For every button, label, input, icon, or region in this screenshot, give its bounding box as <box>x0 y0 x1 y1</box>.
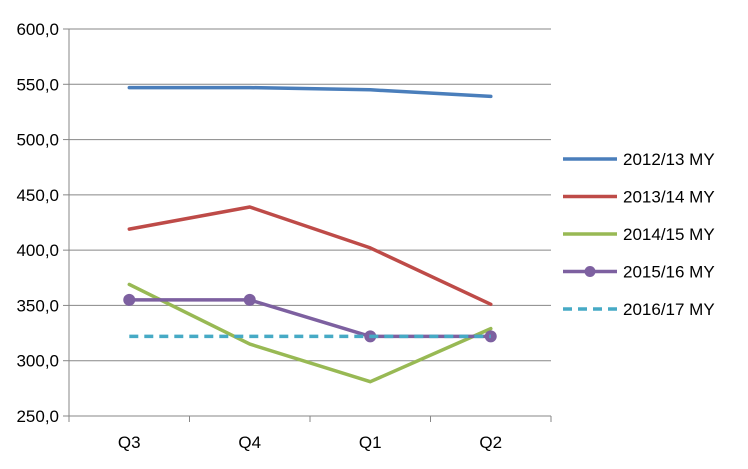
y-tick-label: 350,0 <box>16 296 59 315</box>
legend-label: 2014/15 MY <box>623 225 715 244</box>
series-lines <box>123 85 497 384</box>
x-tick-label: Q4 <box>238 433 261 452</box>
legend-label: 2013/14 MY <box>623 188 715 207</box>
series-line-1 <box>127 205 493 307</box>
series-line-0 <box>127 85 493 99</box>
y-tick-label: 250,0 <box>16 407 59 426</box>
legend-label: 2016/17 MY <box>623 300 715 319</box>
legend-label: 2015/16 MY <box>623 263 715 282</box>
data-point <box>243 293 256 306</box>
axes: 250,0 300,0 350,0 400,0 450,0 500,0 550,0 600,0… <box>16 20 552 452</box>
x-tick-label: Q1 <box>359 433 382 452</box>
x-tick-label: Q3 <box>118 433 141 452</box>
y-tick-label: 450,0 <box>16 186 59 205</box>
x-tick-label: Q2 <box>479 433 502 452</box>
legend: 2012/13 MY 2013/14 MY 2014/15 MY 2015/16 MY… <box>563 150 715 319</box>
data-point <box>123 293 136 306</box>
legend-label: 2012/13 MY <box>623 150 715 169</box>
y-tick-label: 400,0 <box>16 241 59 260</box>
series-line-2 <box>127 282 493 384</box>
y-tick-label: 300,0 <box>16 352 59 371</box>
y-tick-label: 600,0 <box>16 20 59 39</box>
y-tick-label: 500,0 <box>16 131 59 150</box>
y-tick-label: 550,0 <box>16 75 59 94</box>
legend-marker <box>584 266 596 277</box>
gridlines <box>69 28 551 417</box>
